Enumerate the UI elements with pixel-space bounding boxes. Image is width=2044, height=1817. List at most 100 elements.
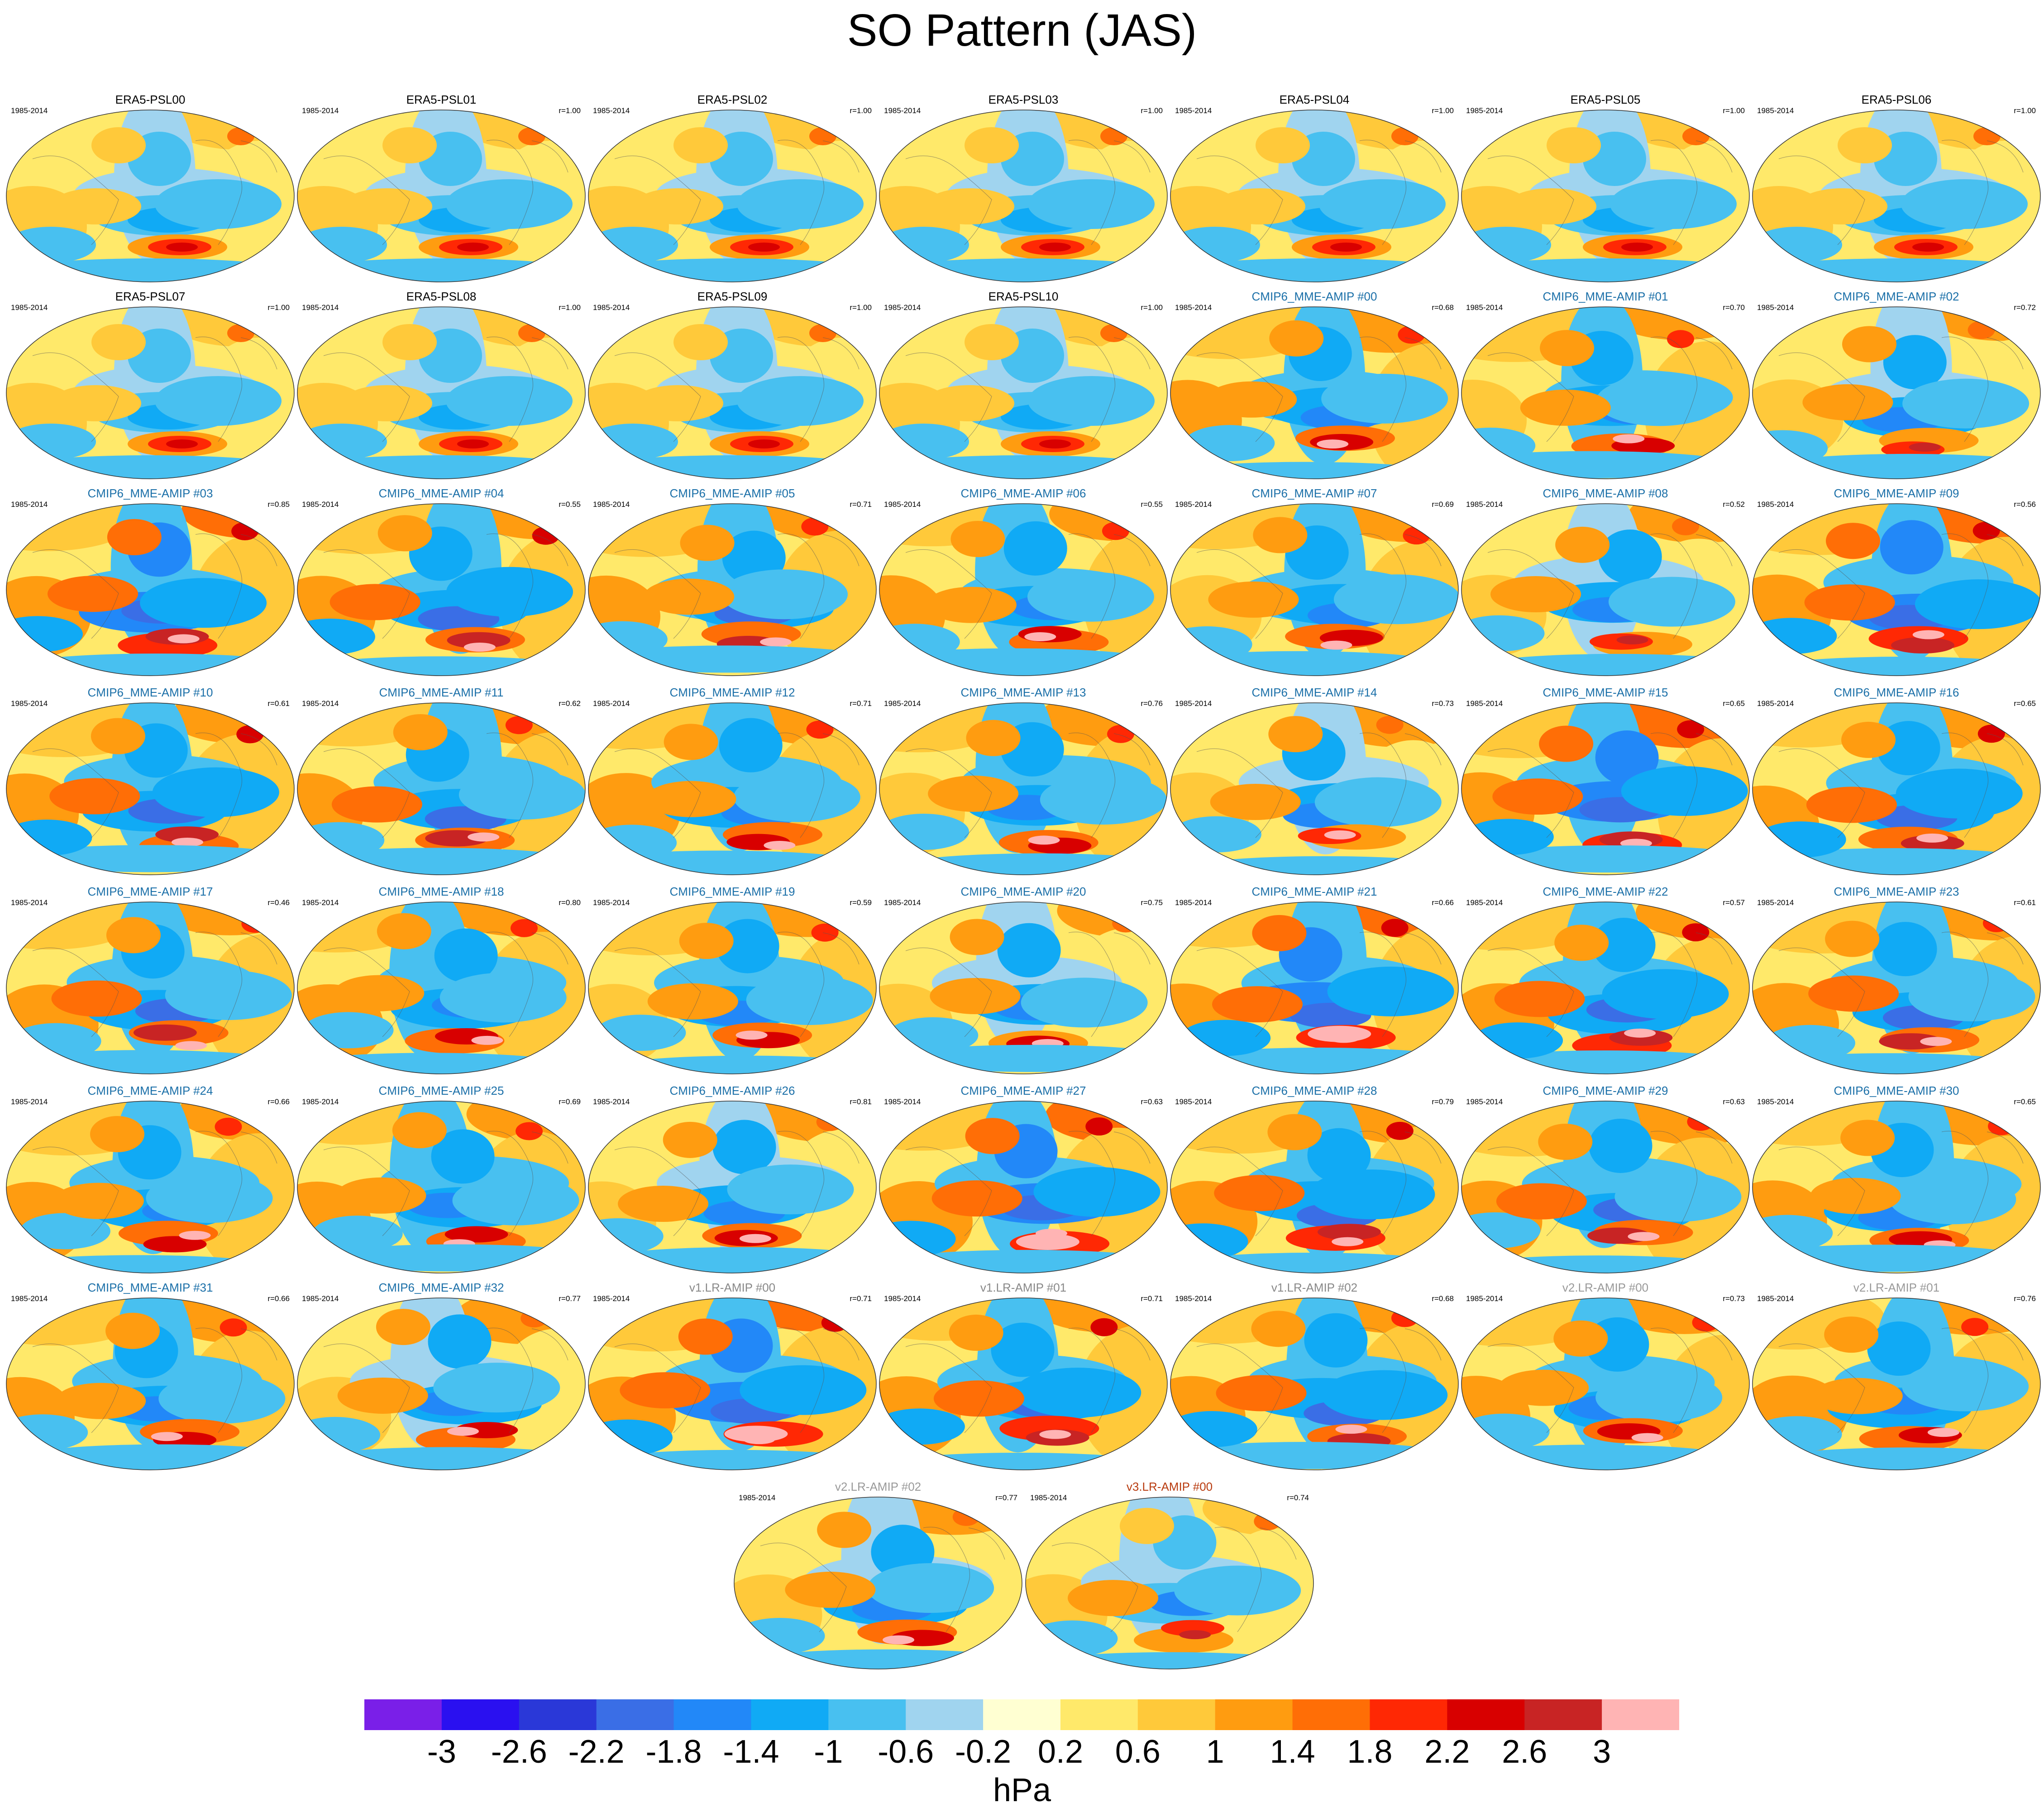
pressure-anomaly-contour <box>227 127 254 145</box>
coastline <box>1196 947 1283 1037</box>
panel-correlation: r=0.73 <box>1432 699 1454 708</box>
map-field <box>879 503 1168 676</box>
pressure-anomaly-contour <box>867 1563 994 1613</box>
pressure-anomaly-contour <box>1119 1507 1174 1544</box>
colorbar-tick-label: -0.6 <box>878 1734 934 1770</box>
pressure-anomaly-contour <box>1902 378 2030 429</box>
pressure-anomaly-contour <box>6 424 96 460</box>
map-boundary <box>1461 306 1750 479</box>
coastline <box>777 533 824 639</box>
pressure-anomaly-contour <box>91 718 145 754</box>
panel-period: 1985-2014 <box>11 1294 48 1303</box>
coastline <box>1778 947 1865 1037</box>
pressure-anomaly-contour <box>334 975 425 1011</box>
colorbar-swatch <box>1060 1699 1138 1730</box>
panel-period: 1985-2014 <box>1466 699 1503 708</box>
coastline <box>195 931 242 1037</box>
pressure-anomaly-contour <box>1102 522 1129 540</box>
coastline <box>1650 336 1697 442</box>
panel-correlation: r=0.59 <box>850 898 872 907</box>
map-field <box>879 901 1168 1074</box>
pressure-anomaly-contour <box>91 127 146 163</box>
panel-period: 1985-2014 <box>1175 699 1212 708</box>
map-field <box>1752 1101 2041 1273</box>
map-field <box>1461 1101 1750 1273</box>
coastline <box>1987 140 2024 173</box>
map-boundary <box>297 901 586 1074</box>
coastline <box>1941 1130 1988 1236</box>
pressure-anomaly-contour <box>1170 1253 1457 1273</box>
map-field <box>1461 901 1750 1074</box>
pressure-anomaly-contour <box>1614 1172 1742 1222</box>
coastline <box>777 732 824 838</box>
pressure-anomaly-contour <box>1332 1237 1364 1246</box>
pressure-anomaly-contour <box>1961 1318 1989 1336</box>
coastline <box>32 549 119 639</box>
map-panel: CMIP6_MME-AMIP #00 1985-2014 r=0.68 <box>1170 290 1459 480</box>
pressure-anomaly-contour <box>133 1024 197 1041</box>
pressure-anomaly-contour <box>1016 1233 1079 1250</box>
pressure-anomaly-contour <box>1039 243 1071 252</box>
map-boundary <box>1170 1101 1459 1273</box>
panel-correlation: r=1.00 <box>559 303 581 312</box>
panel-correlation: r=0.62 <box>559 699 581 708</box>
map-boundary <box>297 702 586 875</box>
coastline <box>531 932 568 965</box>
panel-correlation: r=0.68 <box>1432 303 1454 312</box>
map-boundary <box>1752 1101 2041 1273</box>
pressure-anomaly-contour <box>463 643 496 652</box>
coastline <box>1113 140 1151 173</box>
map-panel: CMIP6_MME-AMIP #08 1985-2014 r=0.52 <box>1461 486 1750 677</box>
map-field <box>1461 702 1750 875</box>
pressure-anomaly-contour <box>719 718 783 773</box>
coastline <box>240 733 277 766</box>
panel-period: 1985-2014 <box>1757 1294 1794 1303</box>
pressure-anomaly-contour <box>1602 969 1729 1019</box>
colorbar-tick-label: -3 <box>427 1734 456 1770</box>
panel-correlation: r=0.46 <box>267 898 290 907</box>
colorbar-tick-label: -1.4 <box>723 1734 779 1770</box>
pressure-anomaly-contour <box>12 653 294 676</box>
coastline <box>1196 352 1283 442</box>
map-boundary <box>297 1101 586 1273</box>
map-field <box>734 1497 1022 1669</box>
pressure-anomaly-contour <box>1206 381 1297 418</box>
pressure-anomaly-contour <box>1538 1123 1593 1160</box>
panel-title: v2.LR-AMIP #01 <box>1853 1281 1940 1294</box>
pressure-anomaly-contour <box>1253 517 1308 553</box>
panel-period: 1985-2014 <box>302 106 339 115</box>
pressure-anomaly-contour <box>1461 258 1749 282</box>
map-boundary <box>1461 901 1750 1074</box>
pressure-anomaly-contour <box>457 243 489 252</box>
map-panel: CMIP6_MME-AMIP #30 1985-2014 r=0.65 <box>1752 1084 2041 1274</box>
pressure-anomaly-contour <box>155 179 282 229</box>
pressure-anomaly-contour <box>6 455 294 479</box>
coastline <box>1487 1343 1574 1433</box>
map-panel: v2.LR-AMIP #00 1985-2014 r=0.73 <box>1461 1281 1750 1471</box>
pressure-anomaly-contour <box>743 1435 775 1445</box>
panel-correlation: r=0.66 <box>267 1097 290 1106</box>
pressure-anomaly-contour <box>1879 1033 1943 1050</box>
map-field <box>588 503 877 676</box>
panel-period: 1985-2014 <box>884 303 921 312</box>
pressure-anomaly-contour <box>1753 1416 1842 1453</box>
panel-title: ERA5-PSL10 <box>988 290 1059 303</box>
map-panel: CMIP6_MME-AMIP #25 1985-2014 r=0.69 <box>296 1084 586 1274</box>
pressure-anomaly-contour <box>1927 1428 1959 1437</box>
pressure-anomaly-contour <box>505 716 533 734</box>
pressure-anomaly-contour <box>1753 227 1842 263</box>
panel-correlation: r=0.71 <box>850 500 872 509</box>
pressure-anomaly-contour <box>926 587 1017 623</box>
coastline <box>1113 1131 1151 1164</box>
pressure-anomaly-contour <box>1208 581 1299 618</box>
coastline <box>1778 549 1865 639</box>
coastline <box>905 549 992 639</box>
map-boundary <box>1170 306 1459 479</box>
map-field <box>1170 702 1459 875</box>
pressure-anomaly-contour <box>734 1617 825 1654</box>
coastline <box>614 549 701 639</box>
map-panel: CMIP6_MME-AMIP #06 1985-2014 r=0.55 <box>879 486 1168 677</box>
map-panel: ERA5-PSL00 1985-2014 <box>5 93 295 283</box>
pressure-anomaly-contour <box>1027 572 1154 622</box>
pressure-anomaly-contour <box>337 1377 428 1414</box>
